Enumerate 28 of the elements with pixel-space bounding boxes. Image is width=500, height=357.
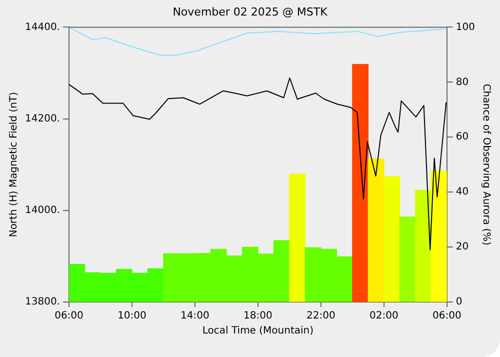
bar: [352, 64, 369, 302]
y-tick-label: 14200.: [24, 113, 60, 124]
y2-tick-label: 20: [456, 242, 469, 253]
bar: [399, 216, 416, 302]
y2-tick-label: 80: [456, 76, 469, 88]
y2-tick-label: 60: [456, 132, 469, 143]
y2-tick-label: 40: [456, 186, 469, 198]
bar: [368, 158, 384, 302]
y-tick-label: 13800.: [24, 296, 60, 308]
x-tick-label: 22:00: [306, 310, 336, 322]
x-axis-title: Local Time (Mountain): [202, 326, 314, 337]
bar: [289, 174, 306, 302]
x-tick-label: 14:00: [180, 310, 210, 322]
bar: [384, 176, 400, 302]
y2-axis-title: Chance of Observing Aurora (%): [480, 84, 492, 246]
x-tick-label: 10:00: [118, 310, 146, 322]
bar: [415, 190, 432, 302]
y-axis-title: North (H) Magnetic Field (nT): [8, 92, 20, 238]
x-tick-label: 06:00: [54, 310, 84, 322]
x-tick-label: 02:00: [370, 310, 398, 322]
x-tick-label: 06:00: [432, 310, 462, 322]
y2-tick-label: 0: [456, 296, 462, 308]
chart-title: November 02 2025 @ MSTK: [172, 5, 328, 18]
bar: [430, 170, 447, 302]
y2-tick-label: 100: [456, 22, 476, 33]
y-tick-label: 14000.: [24, 204, 60, 216]
x-tick-label: 18:00: [244, 310, 272, 322]
y-tick-label: 14400.: [24, 22, 60, 33]
